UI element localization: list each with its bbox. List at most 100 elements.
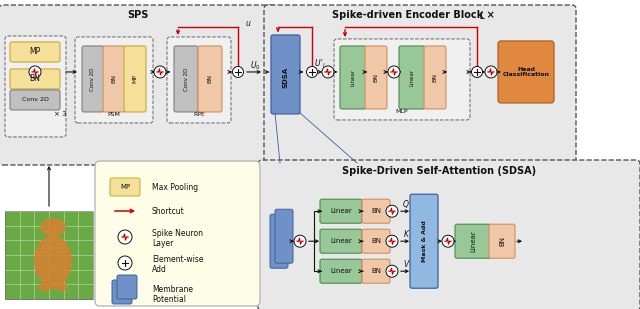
Ellipse shape — [54, 283, 68, 291]
FancyBboxPatch shape — [198, 46, 222, 112]
Ellipse shape — [40, 218, 66, 236]
Text: MLP: MLP — [396, 109, 408, 114]
Text: Conv 2D: Conv 2D — [22, 97, 49, 103]
Text: BN: BN — [499, 236, 505, 246]
Text: Spike Neuron: Spike Neuron — [152, 228, 203, 238]
Text: SPS: SPS — [127, 10, 148, 20]
Circle shape — [232, 66, 243, 78]
Text: Linear: Linear — [410, 69, 415, 86]
Text: × 3: × 3 — [54, 111, 67, 117]
FancyBboxPatch shape — [275, 209, 293, 263]
FancyBboxPatch shape — [264, 5, 576, 165]
Circle shape — [485, 66, 497, 78]
FancyBboxPatch shape — [117, 275, 137, 299]
Text: $L$: $L$ — [479, 9, 485, 21]
FancyBboxPatch shape — [167, 37, 231, 123]
Text: Linear: Linear — [330, 208, 352, 214]
FancyBboxPatch shape — [10, 90, 60, 110]
Text: Max Pooling: Max Pooling — [152, 183, 198, 192]
FancyBboxPatch shape — [334, 39, 470, 120]
FancyBboxPatch shape — [10, 69, 60, 89]
FancyBboxPatch shape — [455, 224, 491, 258]
Text: MP: MP — [29, 48, 40, 57]
FancyBboxPatch shape — [124, 46, 146, 112]
FancyBboxPatch shape — [362, 259, 390, 283]
Text: BN: BN — [371, 268, 381, 274]
Text: Layer: Layer — [152, 239, 173, 248]
FancyBboxPatch shape — [112, 280, 132, 304]
FancyBboxPatch shape — [271, 35, 300, 114]
FancyBboxPatch shape — [340, 46, 366, 109]
Text: Membrane: Membrane — [152, 285, 193, 294]
FancyBboxPatch shape — [320, 229, 362, 253]
Text: Potential: Potential — [152, 294, 186, 303]
Circle shape — [294, 235, 306, 247]
Text: BN: BN — [111, 74, 116, 83]
Circle shape — [322, 66, 334, 78]
Text: Shortcut: Shortcut — [152, 206, 185, 215]
Text: Q: Q — [403, 200, 409, 209]
Text: SDSA: SDSA — [282, 66, 289, 87]
Text: RPE: RPE — [193, 112, 205, 117]
FancyBboxPatch shape — [424, 46, 446, 109]
Text: PSM: PSM — [108, 112, 120, 117]
FancyBboxPatch shape — [10, 42, 60, 62]
Circle shape — [307, 66, 317, 78]
FancyBboxPatch shape — [365, 46, 387, 109]
FancyBboxPatch shape — [174, 46, 198, 112]
Text: K: K — [403, 230, 408, 239]
FancyBboxPatch shape — [399, 46, 425, 109]
Text: Conv 2D: Conv 2D — [90, 67, 95, 91]
Text: $U_0$: $U_0$ — [250, 60, 260, 72]
FancyBboxPatch shape — [320, 199, 362, 223]
FancyBboxPatch shape — [110, 178, 140, 196]
Text: BN: BN — [433, 73, 438, 82]
Circle shape — [118, 256, 132, 270]
FancyBboxPatch shape — [498, 41, 554, 103]
Text: Spike-Driven Self-Attention (SDSA): Spike-Driven Self-Attention (SDSA) — [342, 166, 536, 176]
Text: BN: BN — [371, 208, 381, 214]
Circle shape — [388, 66, 400, 78]
FancyBboxPatch shape — [75, 37, 153, 123]
Text: Head
Classification: Head Classification — [502, 66, 550, 77]
Ellipse shape — [38, 283, 52, 291]
Text: Spike-driven Encoder Block ×: Spike-driven Encoder Block × — [332, 10, 498, 20]
Text: BN: BN — [371, 238, 381, 244]
Text: Linear: Linear — [470, 230, 476, 252]
Text: Conv 2D: Conv 2D — [184, 67, 189, 91]
Circle shape — [154, 66, 166, 78]
Circle shape — [386, 265, 398, 277]
FancyBboxPatch shape — [5, 36, 66, 137]
Text: BN: BN — [29, 74, 40, 83]
Text: Linear: Linear — [330, 268, 352, 274]
FancyBboxPatch shape — [103, 46, 125, 112]
FancyBboxPatch shape — [95, 161, 260, 306]
Text: MP: MP — [132, 74, 138, 83]
FancyBboxPatch shape — [410, 194, 438, 288]
Circle shape — [29, 66, 41, 78]
Ellipse shape — [34, 235, 72, 287]
Text: Mask & Add: Mask & Add — [422, 220, 426, 262]
Circle shape — [442, 235, 454, 247]
Text: BN: BN — [374, 73, 378, 82]
Text: Add: Add — [152, 265, 167, 273]
FancyBboxPatch shape — [489, 224, 515, 258]
Text: $U'_l$: $U'_l$ — [314, 58, 326, 70]
FancyBboxPatch shape — [82, 46, 104, 112]
FancyBboxPatch shape — [0, 5, 277, 165]
Text: Element-wise: Element-wise — [152, 255, 204, 264]
Text: Linear: Linear — [351, 69, 355, 86]
FancyBboxPatch shape — [270, 214, 288, 268]
Bar — [5, 211, 93, 299]
Text: BN: BN — [207, 74, 212, 83]
Text: $u$: $u$ — [244, 19, 252, 28]
Circle shape — [118, 230, 132, 244]
FancyBboxPatch shape — [258, 160, 640, 309]
Text: Linear: Linear — [330, 238, 352, 244]
FancyBboxPatch shape — [362, 229, 390, 253]
Circle shape — [472, 66, 483, 78]
Circle shape — [386, 235, 398, 247]
Text: MP: MP — [120, 184, 130, 190]
Circle shape — [386, 205, 398, 217]
FancyBboxPatch shape — [362, 199, 390, 223]
